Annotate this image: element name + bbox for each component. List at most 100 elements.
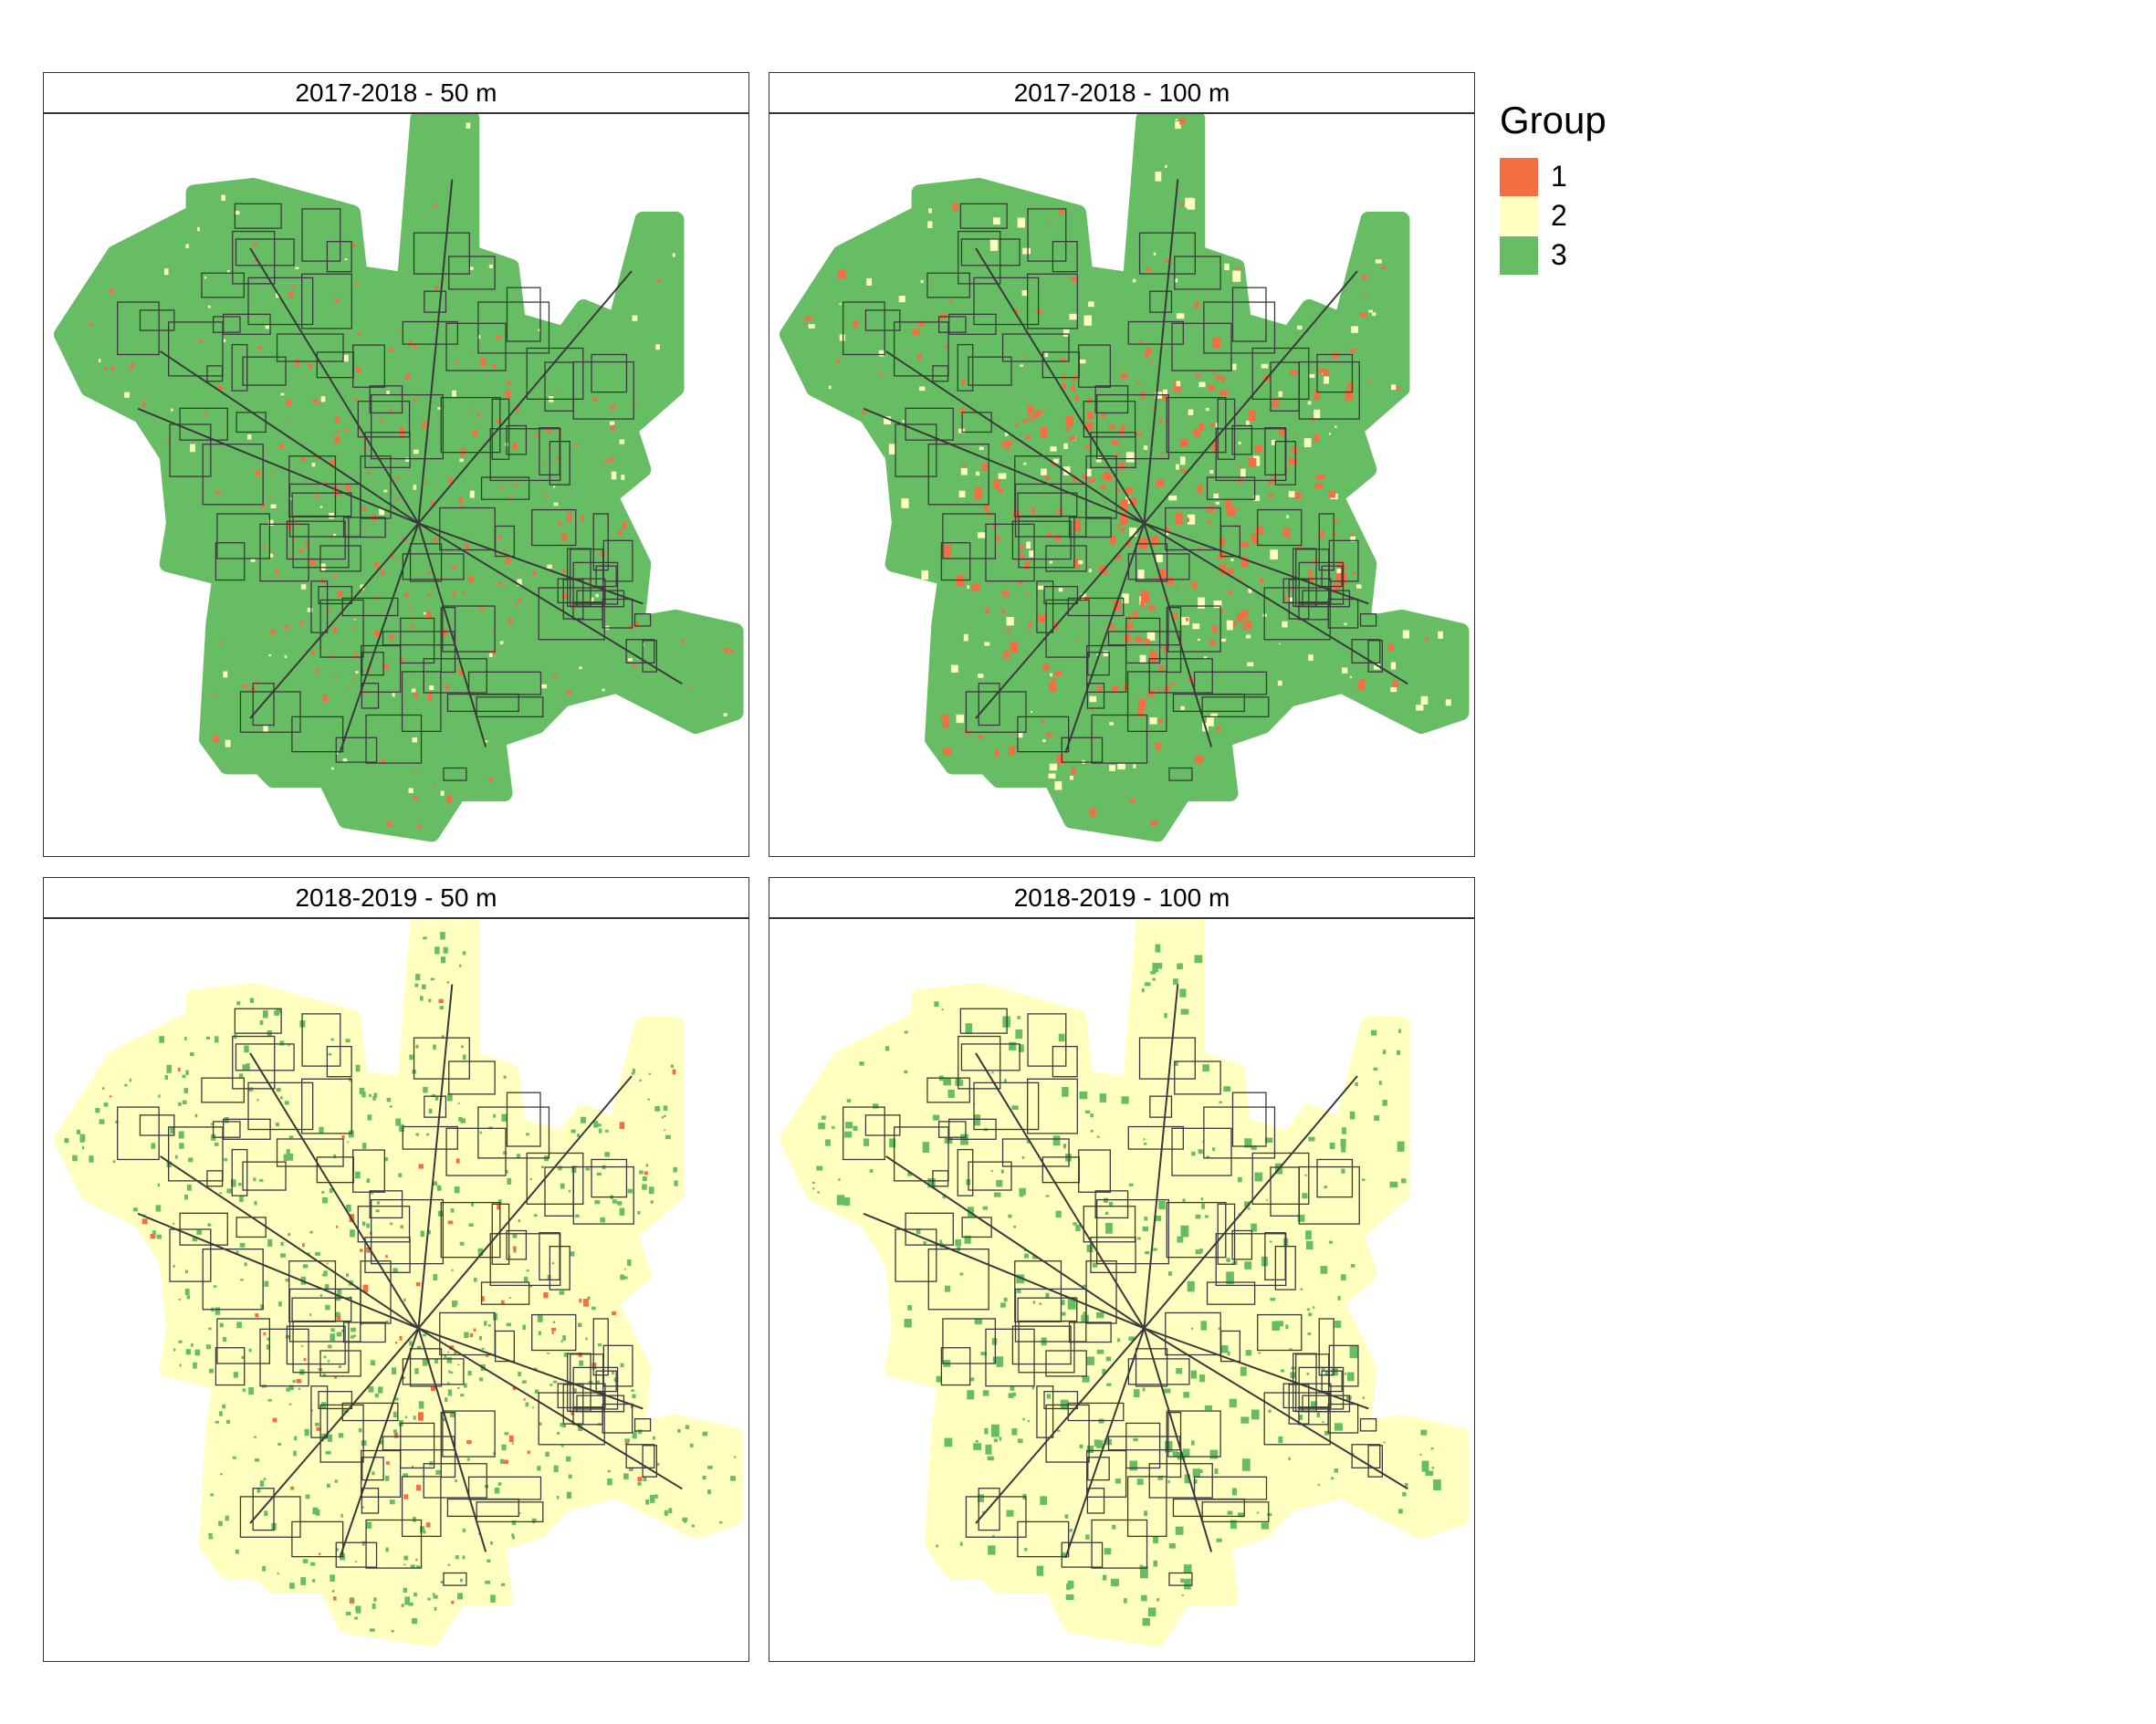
group-2-cell — [1402, 630, 1410, 639]
group-1-cell — [1393, 679, 1399, 688]
group-1-cell — [289, 556, 293, 559]
group-1-cell — [362, 1284, 369, 1293]
group-3-cell — [1009, 1041, 1017, 1050]
district-boundary — [965, 1496, 1027, 1538]
main-road — [1143, 1328, 1213, 1552]
group-1-cell — [470, 408, 473, 411]
group-3-cell — [637, 1481, 642, 1486]
group-1-cell — [880, 371, 883, 375]
group-1-cell — [508, 618, 513, 625]
group-3-cell — [539, 1422, 542, 1426]
group-1-cell — [413, 692, 419, 698]
group-3-cell — [1334, 1321, 1342, 1328]
group-3-cell — [399, 1123, 404, 1133]
group-2-cell — [1215, 501, 1219, 505]
district-boundary — [1168, 1572, 1193, 1586]
group-1-cell — [492, 519, 496, 522]
group-1-cell — [1387, 643, 1394, 652]
group-3-cell — [81, 1145, 85, 1150]
group-3-cell — [1254, 1172, 1263, 1182]
district-boundary — [531, 1313, 577, 1352]
group-3-cell — [443, 946, 448, 954]
group-3-cell — [1270, 1297, 1276, 1301]
group-3-cell — [1110, 1578, 1119, 1587]
group-3-cell — [189, 1052, 194, 1057]
group-1-cell — [354, 283, 359, 286]
group-1-cell — [1288, 586, 1292, 592]
group-1-cell — [455, 1158, 460, 1164]
group-3-cell — [1003, 1297, 1008, 1302]
group-1-cell — [415, 1484, 422, 1491]
group-3-cell — [1421, 1460, 1429, 1472]
group-1-cell — [255, 681, 259, 684]
group-3-cell — [685, 1425, 690, 1429]
group-3-cell — [632, 1394, 636, 1399]
group-3-cell — [447, 1563, 451, 1566]
group-1-cell — [515, 572, 518, 575]
group-3-cell — [1195, 1249, 1202, 1255]
group-3-cell — [286, 1387, 291, 1392]
group-1-cell — [1236, 507, 1240, 510]
group-1-cell — [1140, 590, 1149, 604]
group-3-cell — [939, 1239, 943, 1244]
group-3-cell — [403, 1298, 406, 1302]
group-2-cell — [280, 392, 285, 396]
district-boundary — [286, 520, 346, 560]
group-3-cell — [1361, 1178, 1366, 1181]
group-2-cell — [1006, 617, 1014, 626]
group-1-cell — [1149, 651, 1157, 664]
district-boundary — [1087, 1457, 1110, 1481]
district-boundary — [1165, 1311, 1221, 1356]
group-3-cell — [402, 1376, 405, 1379]
district-boundary — [341, 597, 399, 617]
group-2-cell — [1063, 443, 1068, 449]
group-3-cell — [1340, 1274, 1346, 1280]
group-3-cell — [585, 1337, 588, 1341]
district-boundary — [239, 1496, 301, 1538]
group-3-cell — [1192, 1468, 1200, 1478]
group-2-cell — [1095, 456, 1102, 463]
group-3-cell — [361, 1143, 367, 1149]
group-3-cell — [191, 1343, 194, 1347]
main-road — [160, 350, 419, 525]
group-3-cell — [403, 1587, 407, 1593]
group-3-cell — [1240, 1366, 1247, 1376]
group-3-cell — [361, 1541, 365, 1546]
group-3-cell — [262, 1010, 268, 1019]
district-boundary — [201, 272, 245, 298]
district-boundary — [843, 301, 885, 356]
group-1-cell — [1040, 426, 1048, 437]
group-2-cell — [1351, 326, 1358, 333]
group-3-cell — [283, 1154, 288, 1162]
district-boundary — [1201, 696, 1270, 718]
group-3-cell — [1172, 1451, 1178, 1457]
group-2-cell — [185, 244, 189, 248]
group-3-cell — [322, 1374, 327, 1376]
group-1-cell — [961, 379, 966, 385]
district-boundary — [595, 1370, 617, 1393]
group-3-cell — [490, 1594, 496, 1604]
district-boundary — [591, 1158, 628, 1198]
group-3-cell — [1086, 1445, 1094, 1454]
group-3-cell — [325, 1304, 330, 1311]
group-3-cell — [468, 1223, 474, 1227]
group-1-cell — [1099, 485, 1107, 489]
group-3-cell — [1181, 1594, 1185, 1597]
district-boundary — [247, 277, 314, 326]
group-1-cell — [1307, 569, 1313, 574]
group-1-cell — [1066, 427, 1070, 433]
group-3-cell — [280, 1253, 286, 1258]
group-3-cell — [1136, 1478, 1144, 1485]
district-boundary — [1017, 1520, 1070, 1558]
group-3-cell — [466, 1458, 470, 1461]
group-3-cell — [1341, 1127, 1346, 1134]
group-1-cell — [284, 625, 289, 630]
group-3-cell — [944, 1437, 953, 1447]
group-1-cell — [1198, 423, 1205, 431]
group-1-cell — [270, 473, 273, 475]
group-1-cell — [395, 559, 398, 562]
group-3-cell — [1324, 1430, 1330, 1436]
group-1-cell — [312, 398, 318, 403]
group-3-cell — [1004, 1079, 1007, 1082]
district-boundary — [216, 513, 271, 559]
